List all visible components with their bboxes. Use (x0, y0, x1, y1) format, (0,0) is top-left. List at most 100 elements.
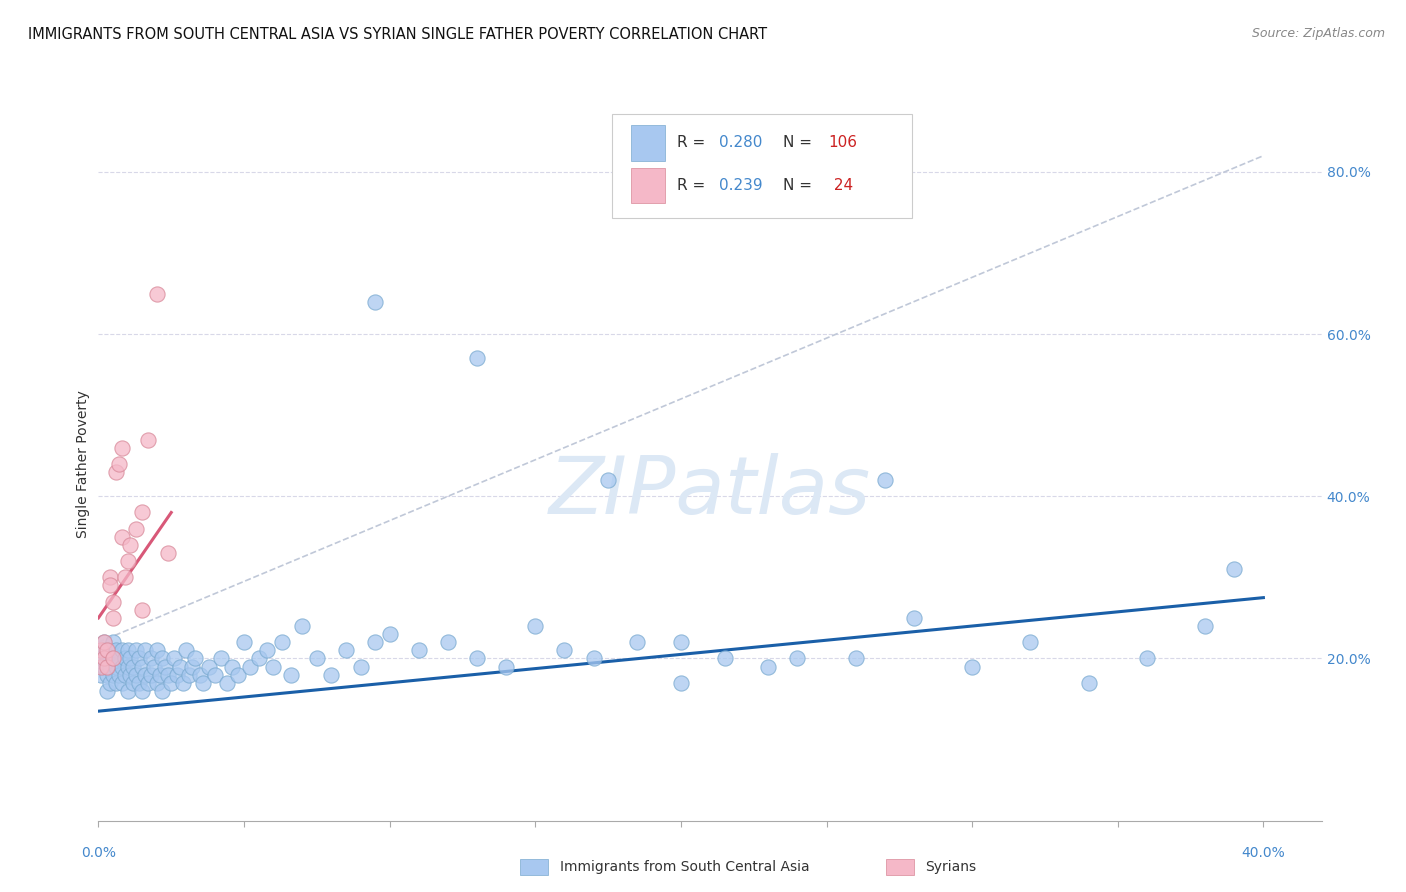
Point (174, 643, 197, 657)
Point (122, 675, 145, 690)
Point (321, 667, 343, 681)
Point (669, 635, 692, 649)
Point (1223, 562, 1246, 576)
Point (349, 659, 371, 673)
Point (786, 651, 808, 665)
Point (364, 635, 387, 649)
Text: 0.0%: 0.0% (82, 846, 115, 860)
Point (90, 659, 112, 673)
Point (408, 643, 430, 657)
Point (101, 595, 124, 609)
Point (198, 659, 221, 673)
Point (215, 675, 238, 690)
Point (364, 294, 387, 309)
Point (139, 651, 162, 665)
Point (101, 635, 124, 649)
Point (247, 651, 270, 665)
Point (104, 659, 127, 673)
Text: 106: 106 (828, 136, 858, 150)
Point (108, 667, 131, 681)
Point (270, 635, 294, 649)
Text: Syrians: Syrians (925, 860, 976, 874)
Point (262, 659, 284, 673)
Point (873, 473, 896, 487)
Point (114, 651, 136, 665)
Point (108, 651, 131, 665)
FancyBboxPatch shape (630, 168, 665, 203)
Point (96, 667, 118, 681)
Point (111, 643, 134, 657)
Point (183, 651, 205, 665)
Point (120, 651, 142, 665)
Point (145, 286, 167, 301)
Point (713, 651, 735, 665)
Point (233, 635, 256, 649)
Point (131, 659, 153, 673)
Point (149, 667, 172, 681)
Text: 40.0%: 40.0% (1241, 846, 1285, 860)
Point (305, 651, 328, 665)
Text: 24: 24 (828, 178, 853, 193)
Point (188, 667, 212, 681)
Point (104, 643, 127, 657)
Point (157, 667, 180, 681)
Text: 0.239: 0.239 (718, 178, 762, 193)
Point (117, 684, 139, 698)
Point (134, 643, 156, 657)
Point (111, 441, 134, 455)
Point (120, 538, 142, 552)
Point (93, 659, 115, 673)
Y-axis label: Single Father Poverty: Single Father Poverty (76, 390, 90, 538)
Point (177, 667, 200, 681)
Point (163, 651, 186, 665)
Point (553, 643, 575, 657)
Text: ZIPatlas: ZIPatlas (548, 453, 872, 532)
Point (226, 667, 249, 681)
Point (128, 675, 150, 690)
Text: R =: R = (678, 136, 710, 150)
Point (160, 675, 183, 690)
Text: N =: N = (783, 136, 817, 150)
Point (111, 530, 134, 544)
Point (131, 506, 153, 520)
Text: IMMIGRANTS FROM SOUTH CENTRAL ASIA VS SYRIAN SINGLE FATHER POVERTY CORRELATION C: IMMIGRANTS FROM SOUTH CENTRAL ASIA VS SY… (28, 27, 768, 42)
Point (98, 570, 121, 584)
Point (93, 635, 115, 649)
Point (101, 651, 124, 665)
Point (437, 635, 460, 649)
Point (465, 651, 488, 665)
Point (960, 659, 983, 673)
Point (131, 684, 153, 698)
Text: 0.280: 0.280 (718, 136, 762, 150)
Point (98, 659, 121, 673)
Point (120, 667, 142, 681)
Point (378, 627, 401, 641)
Point (169, 659, 191, 673)
Point (96, 684, 118, 698)
Point (101, 667, 124, 681)
Point (125, 522, 148, 536)
Point (117, 643, 139, 657)
Text: Source: ZipAtlas.com: Source: ZipAtlas.com (1251, 27, 1385, 40)
Point (131, 603, 153, 617)
Point (125, 667, 148, 681)
Point (145, 675, 167, 690)
Point (1194, 619, 1216, 633)
Text: Immigrants from South Central Asia: Immigrants from South Central Asia (560, 860, 810, 874)
Point (335, 643, 357, 657)
Point (157, 546, 180, 560)
Point (98, 578, 121, 592)
Point (111, 659, 134, 673)
Point (104, 675, 127, 690)
Point (134, 667, 156, 681)
Point (1077, 675, 1099, 690)
Point (93, 643, 115, 657)
Point (256, 643, 278, 657)
Point (152, 651, 174, 665)
Point (172, 675, 194, 690)
Point (108, 457, 131, 471)
Point (101, 651, 124, 665)
Point (101, 611, 124, 625)
Point (209, 651, 232, 665)
Point (180, 659, 202, 673)
